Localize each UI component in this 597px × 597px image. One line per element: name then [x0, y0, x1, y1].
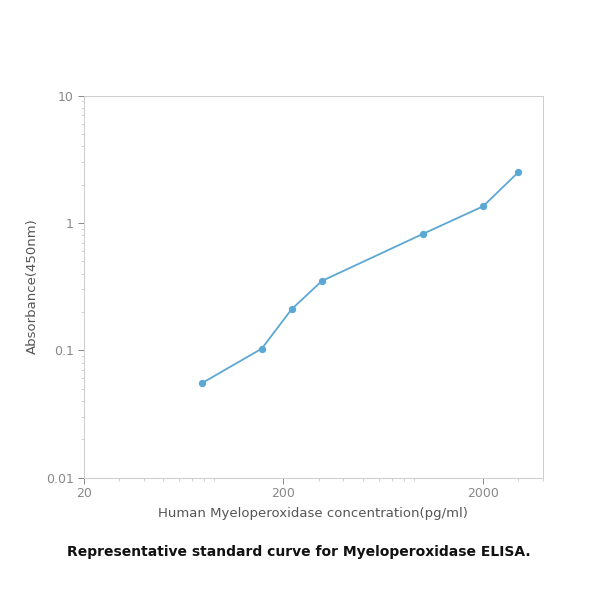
Point — [287, 304, 296, 314]
Y-axis label: Absorbance(450nm): Absorbance(450nm) — [26, 219, 39, 355]
Point — [317, 276, 327, 286]
Point — [478, 202, 488, 211]
Text: Representative standard curve for Myeloperoxidase ELISA.: Representative standard curve for Myelop… — [67, 545, 530, 559]
Point — [513, 167, 523, 177]
Point — [197, 378, 207, 388]
Point — [257, 344, 267, 353]
X-axis label: Human Myeloperoxidase concentration(pg/ml): Human Myeloperoxidase concentration(pg/m… — [158, 507, 469, 520]
Point — [418, 229, 428, 239]
